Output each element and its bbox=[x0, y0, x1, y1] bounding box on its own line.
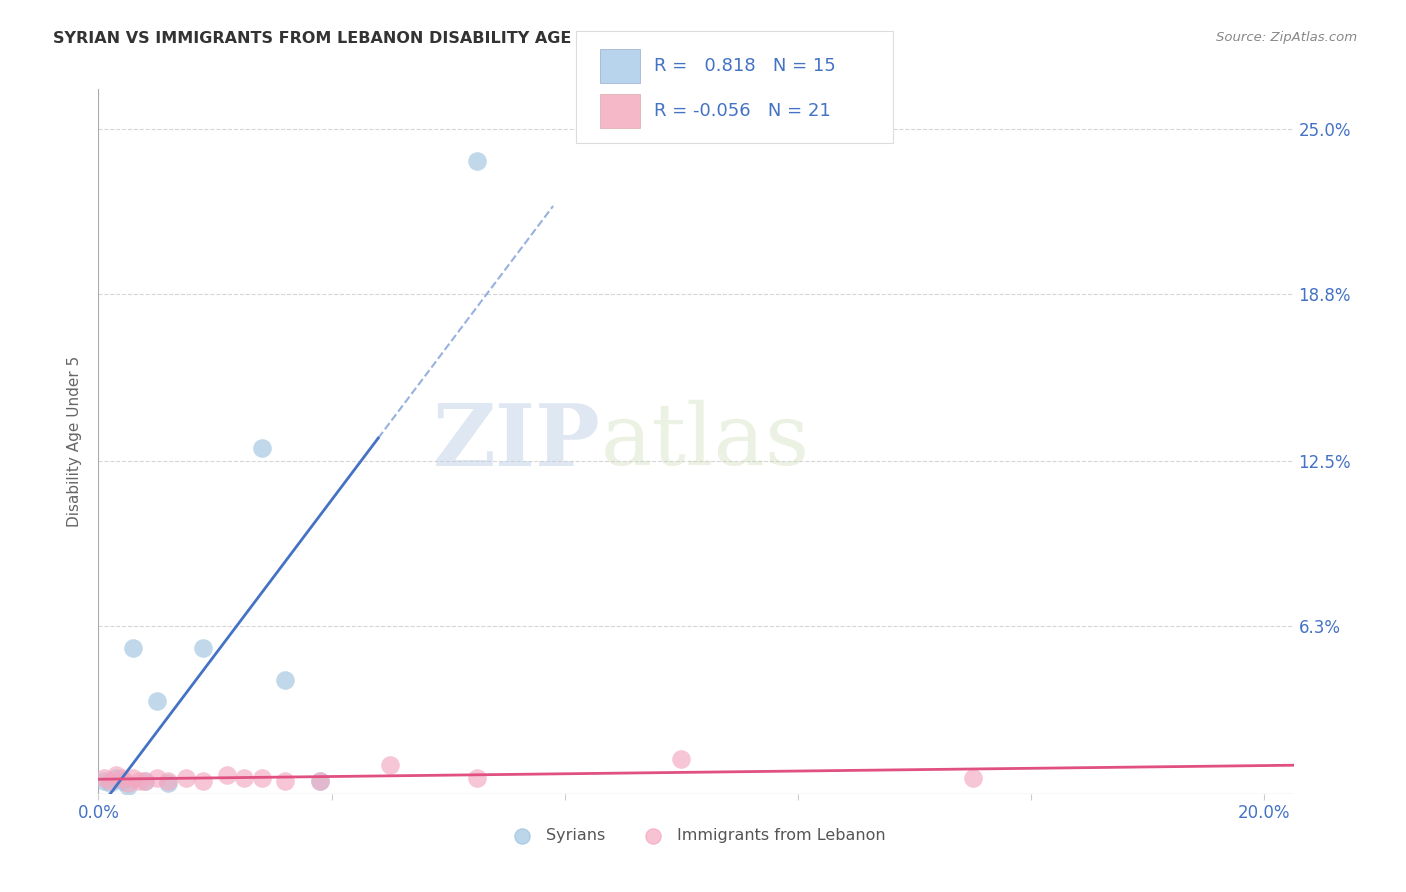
Text: R = -0.056   N = 21: R = -0.056 N = 21 bbox=[654, 102, 831, 120]
Point bbox=[671, 752, 693, 766]
Point bbox=[111, 773, 134, 788]
Point bbox=[122, 640, 145, 655]
Point bbox=[145, 771, 167, 785]
Point bbox=[274, 673, 297, 687]
Text: SYRIAN VS IMMIGRANTS FROM LEBANON DISABILITY AGE UNDER 5 CORRELATION CHART: SYRIAN VS IMMIGRANTS FROM LEBANON DISABI… bbox=[53, 31, 855, 46]
Text: atlas: atlas bbox=[600, 400, 810, 483]
Point bbox=[117, 776, 139, 790]
Point bbox=[104, 768, 127, 782]
Point bbox=[157, 773, 180, 788]
Point bbox=[93, 771, 115, 785]
Point bbox=[174, 771, 197, 785]
Point bbox=[104, 771, 127, 785]
Point bbox=[122, 771, 145, 785]
Point bbox=[274, 773, 297, 788]
Point bbox=[250, 441, 273, 455]
Point bbox=[98, 773, 121, 788]
Point bbox=[233, 771, 256, 785]
Point bbox=[98, 776, 121, 790]
Point bbox=[309, 773, 332, 788]
Point bbox=[145, 694, 167, 708]
Point bbox=[111, 771, 134, 785]
Point bbox=[215, 768, 238, 782]
Point bbox=[134, 773, 156, 788]
Point bbox=[128, 773, 150, 788]
Point bbox=[193, 773, 215, 788]
Point bbox=[467, 771, 489, 785]
Y-axis label: Disability Age Under 5: Disability Age Under 5 bbox=[67, 356, 83, 527]
Point bbox=[250, 771, 273, 785]
Text: ZIP: ZIP bbox=[433, 400, 600, 483]
Point bbox=[117, 779, 139, 793]
Text: R =   0.818   N = 15: R = 0.818 N = 15 bbox=[654, 57, 835, 75]
Point bbox=[134, 773, 156, 788]
Point bbox=[467, 153, 489, 168]
Point bbox=[309, 773, 332, 788]
Point bbox=[193, 640, 215, 655]
Point bbox=[378, 757, 401, 772]
Text: Source: ZipAtlas.com: Source: ZipAtlas.com bbox=[1216, 31, 1357, 45]
Point bbox=[93, 773, 115, 788]
Point bbox=[157, 776, 180, 790]
Point bbox=[962, 771, 984, 785]
Legend: Syrians, Immigrants from Lebanon: Syrians, Immigrants from Lebanon bbox=[499, 822, 893, 849]
